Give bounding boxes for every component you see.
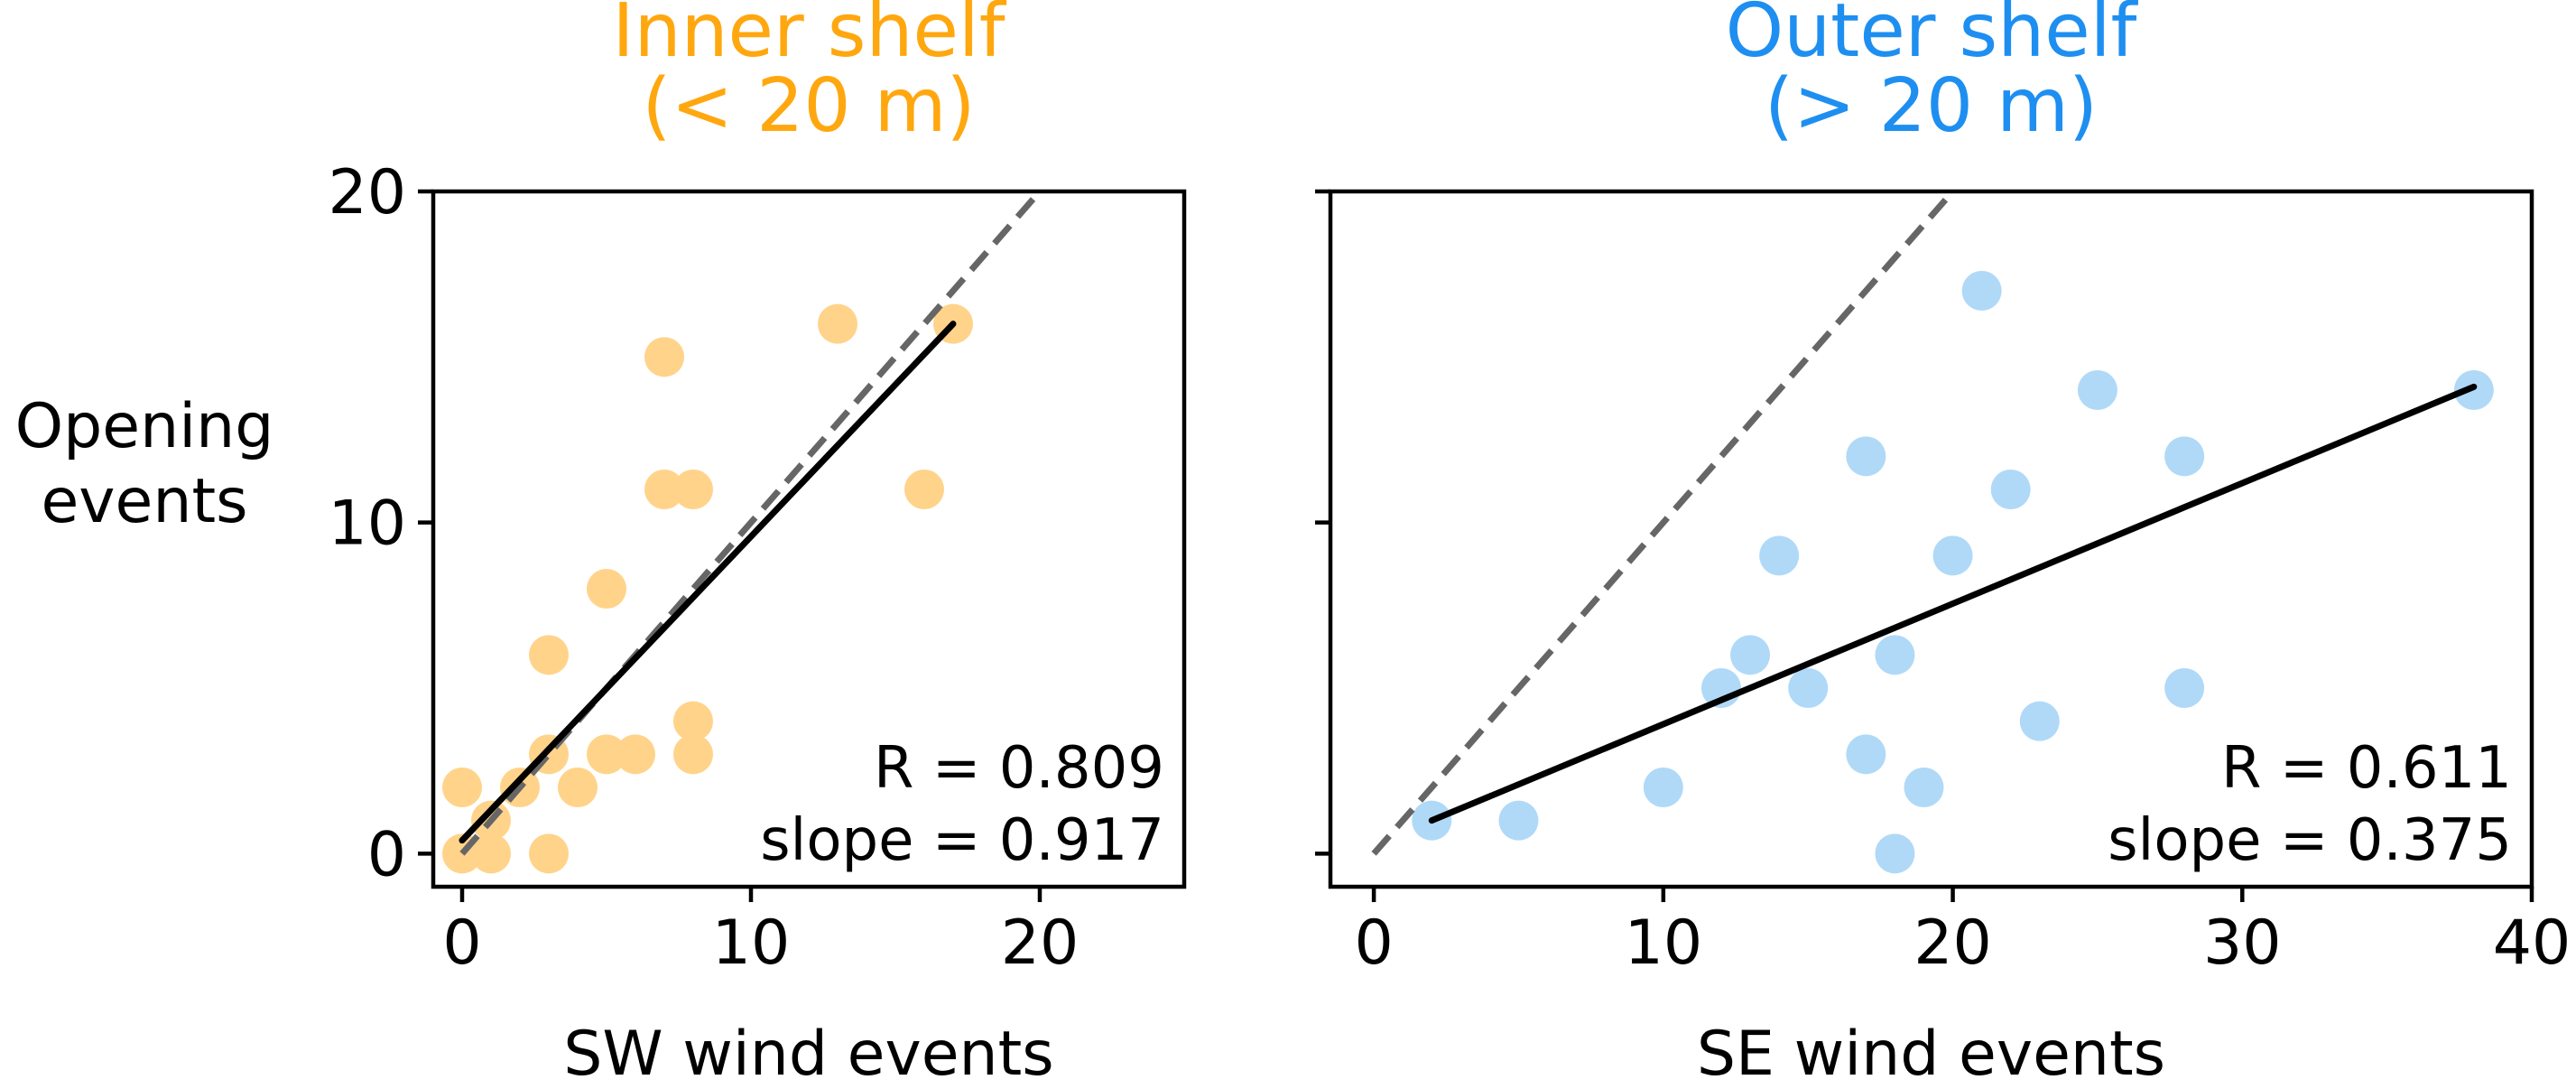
y-axis-label-line-2: events [41, 466, 247, 537]
outer-shelf-panel: Outer shelf(> 20 m) 0 10 20 30 40 SE wind even… [1315, 0, 2571, 1089]
outer-shelf-point-13 [1961, 271, 2002, 311]
outer-shelf-point-10 [1875, 833, 1915, 874]
inner-shelf-point-6 [529, 833, 569, 874]
inner-shelf-y-tick-label-10: 10 [328, 489, 406, 560]
y-axis-title: Opening events [15, 391, 274, 537]
inner-shelf-point-8 [558, 768, 598, 807]
inner-shelf-point-10 [587, 569, 626, 609]
inner-shelf-point-16 [673, 734, 713, 775]
outer-shelf-x-tick-label-30: 30 [2203, 908, 2282, 979]
inner-shelf-point-14 [673, 470, 713, 509]
inner-shelf-x-tick-label-10: 10 [712, 908, 791, 979]
outer-shelf-point-4 [1730, 635, 1771, 675]
inner-shelf-x-tick-label-20: 20 [1001, 908, 1080, 979]
inner-shelf-x-tick-label-0: 0 [442, 908, 481, 979]
inner-shelf-point-13 [644, 470, 684, 509]
outer-shelf-point-2 [1643, 768, 1683, 807]
inner-shelf-axes-frame [431, 189, 1187, 889]
outer-shelf-point-6 [1788, 668, 1829, 708]
outer-shelf-x-tick-label-0: 0 [1354, 908, 1393, 979]
outer-shelf-point-1 [1498, 800, 1539, 841]
inner-shelf-point-11 [616, 734, 655, 775]
inner-shelf-panel: Inner shelf(< 20 m) 0 10 20 0 10 20 SW wind eve… [328, 0, 1187, 1089]
outer-shelf-point-5 [1759, 535, 1800, 576]
outer-shelf-r-value: R = 0.611 [2221, 735, 2512, 802]
outer-shelf-point-8 [1846, 734, 1886, 775]
outer-shelf-fit-line [1428, 383, 2478, 824]
inner-shelf-point-12 [644, 337, 684, 377]
inner-shelf-point-17 [818, 303, 857, 344]
inner-shelf-point-15 [673, 701, 713, 741]
inner-shelf-slope-value: slope = 0.917 [760, 807, 1164, 874]
inner-shelf-y-tick-label-0: 0 [367, 819, 406, 890]
outer-shelf-point-9 [1875, 635, 1915, 675]
outer-shelf-axes-frame [1328, 189, 2534, 889]
outer-shelf-plot-area [1371, 191, 2494, 874]
inner-shelf-point-1 [442, 768, 482, 807]
outer-shelf-point-16 [2077, 370, 2117, 410]
outer-shelf-title-line-2: (> 20 m) [1765, 63, 2098, 149]
outer-shelf-slope-value: slope = 0.375 [2108, 807, 2512, 874]
outer-shelf-point-14 [1990, 470, 2031, 509]
outer-shelf-point-12 [1932, 535, 1973, 576]
outer-shelf-point-15 [2019, 701, 2060, 741]
inner-shelf-title-line-2: (< 20 m) [642, 63, 975, 149]
outer-shelf-reference-line [1371, 191, 1956, 856]
inner-shelf-point-18 [904, 470, 944, 509]
outer-shelf-x-tick-label-10: 10 [1625, 908, 1703, 979]
inner-shelf-title-line-1: Inner shelf [612, 0, 1006, 74]
outer-shelf-point-7 [1846, 436, 1886, 477]
outer-shelf-x-tick-label-20: 20 [1913, 908, 1992, 979]
outer-shelf-point-11 [1904, 768, 1944, 807]
outer-shelf-point-17 [2164, 436, 2205, 477]
outer-shelf-x-tick-label-40: 40 [2493, 908, 2571, 979]
outer-shelf-title-line-1: Outer shelf [1726, 0, 2139, 74]
inner-shelf-point-2 [471, 833, 511, 874]
inner-shelf-point-9 [587, 734, 626, 775]
y-axis-label-line-1: Opening [15, 391, 274, 462]
outer-shelf-point-18 [2164, 668, 2205, 708]
inner-shelf-r-value: R = 0.809 [874, 735, 1164, 802]
outer-shelf-x-axis-label: SE wind events [1697, 1019, 2165, 1089]
inner-shelf-fit-line [459, 321, 957, 844]
inner-shelf-y-tick-label-20: 20 [328, 157, 406, 228]
inner-shelf-point-7 [529, 635, 569, 675]
inner-shelf-plot-area [442, 191, 1042, 874]
inner-shelf-x-axis-label: SW wind events [563, 1019, 1054, 1089]
